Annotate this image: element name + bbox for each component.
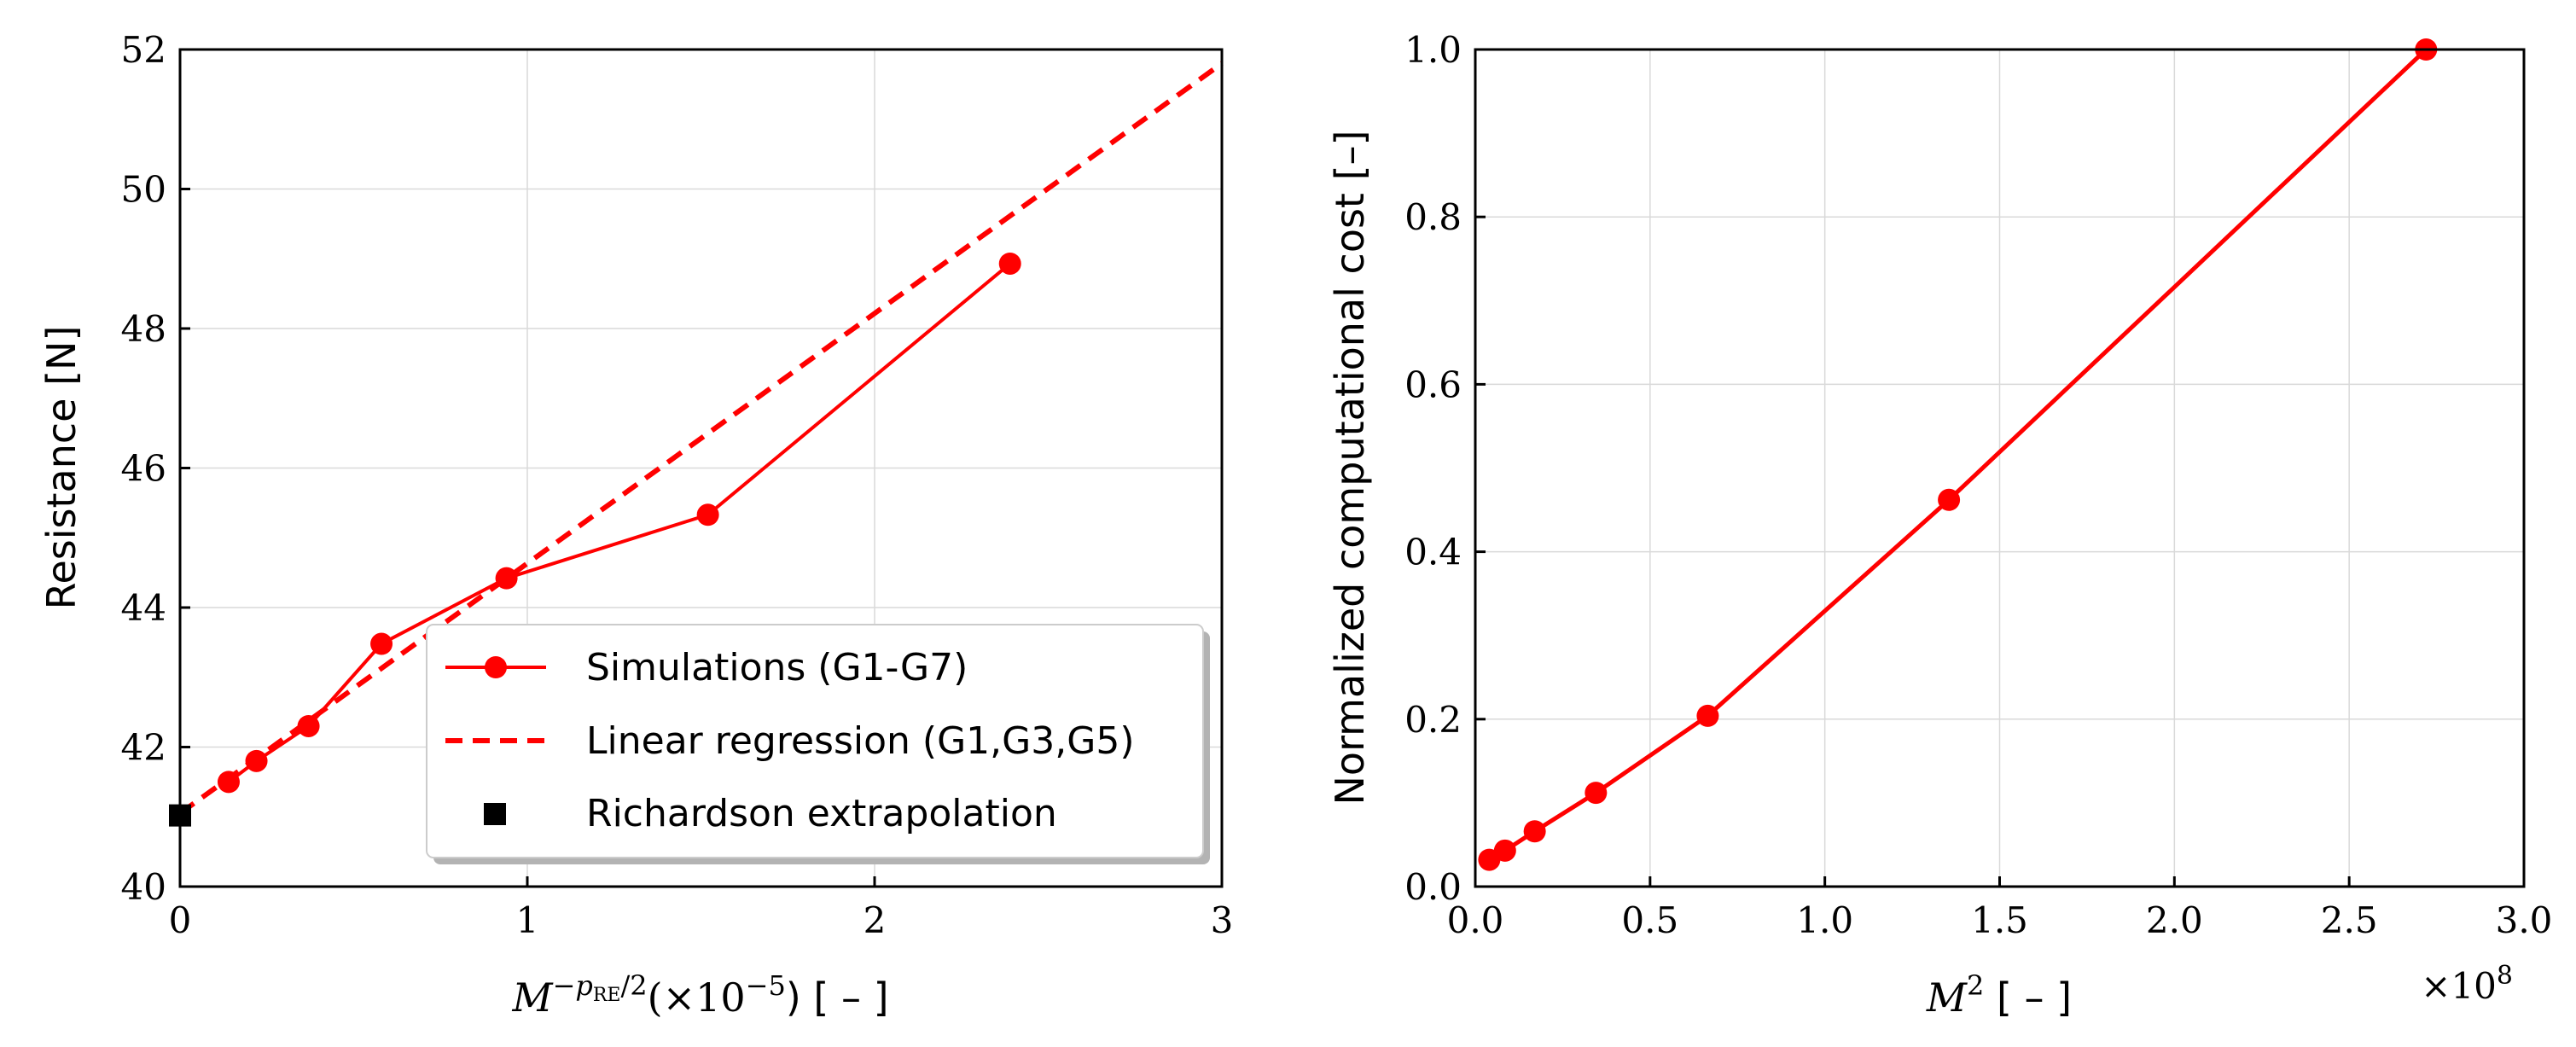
legend-regression-label: Linear regression (G1,G3,G5): [586, 719, 1135, 763]
right-y-tick-label: 0.6: [1404, 364, 1462, 405]
left-plot-area: [169, 61, 1224, 827]
legend-box: [426, 624, 1204, 858]
right-y-tick-label: 0.2: [1404, 699, 1462, 741]
left-x-tick-label: 2: [864, 899, 887, 941]
simulation-point: [297, 714, 320, 737]
left-xlabel-sup-sub: RE: [593, 985, 621, 1006]
right-x-tick-label: 2.0: [2146, 899, 2203, 941]
right-chart: 0.0 0.5 1.0 1.5 2.0 2.5 3.0 0.0 0.2 0.4 0.6 0.8 1.0…: [1327, 29, 2552, 1021]
left-xlabel-tail-sup: −5: [746, 969, 786, 1002]
legend-richardson-marker: [484, 803, 506, 825]
left-y-tick-label: 46: [121, 448, 166, 490]
right-x-tick-label: 3.0: [2496, 899, 2553, 941]
right-plot-area: [1478, 38, 2438, 871]
left-x-tick-label: 1: [516, 899, 539, 941]
legend-simulations-marker: [485, 656, 507, 678]
legend-richardson-label: Richardson extrapolation: [586, 792, 1057, 835]
left-x-ticks: 0 1 2 3: [169, 876, 1234, 941]
right-xlabel-base: M: [1926, 974, 1968, 1021]
left-y-tick-label: 42: [121, 727, 166, 769]
left-xlabel-base: M: [511, 974, 554, 1021]
cost-point: [1696, 704, 1719, 727]
right-x-tick-label: 1.0: [1796, 899, 1853, 941]
right-y-tick-label: 0.4: [1404, 532, 1462, 573]
right-y-tick-label: 1.0: [1404, 29, 1462, 71]
left-x-axis-label: M−pRE/2(×10−5) [ – ]: [511, 969, 888, 1021]
simulation-point: [696, 503, 719, 526]
simulation-point: [245, 749, 268, 772]
cost-points: [1478, 38, 2438, 871]
left-y-ticks: 40 42 44 46 48 50 52: [121, 29, 190, 908]
right-y-tick-label: 0.8: [1404, 196, 1462, 238]
left-y-axis-label: Resistance [N]: [38, 326, 84, 610]
right-xlabel-units: [ – ]: [1984, 974, 2072, 1021]
right-xlabel-sup: 2: [1967, 969, 1984, 1002]
right-x-tick-label: 1.5: [1971, 899, 2028, 941]
right-multiplier-exp: 8: [2497, 961, 2513, 991]
cost-line: [1488, 48, 2428, 862]
cost-point: [1585, 782, 1608, 805]
simulation-point: [370, 632, 393, 655]
left-xlabel-sup-suffix: /2: [620, 969, 647, 1002]
simulation-point: [998, 252, 1021, 275]
right-multiplier-base: ×10: [2421, 965, 2497, 1007]
left-y-tick-label: 52: [121, 29, 166, 71]
right-y-axis-label: Normalized computational cost [–]: [1327, 131, 1373, 806]
left-x-tick-label: 0: [169, 899, 192, 941]
right-x-axis-label: M2 [ – ]: [1926, 969, 2072, 1021]
left-chart: 0 1 2 3 40 42 44 46 48 50 52 Resistance [N] M−pRE…: [38, 29, 1233, 1021]
left-y-tick-label: 44: [121, 587, 166, 629]
left-xlabel-tail: (×10: [648, 974, 746, 1021]
cost-point: [1938, 488, 1961, 511]
simulation-point: [217, 771, 240, 794]
right-x-offset-multiplier: ×108: [2421, 961, 2513, 1008]
simulations-points: [217, 252, 1021, 794]
left-xlabel-sup-prefix: −p: [553, 969, 593, 1002]
left-xlabel-units: ) [ – ]: [786, 974, 889, 1021]
cost-point: [1493, 839, 1516, 862]
legend: Simulations (G1-G7) Linear regression (G…: [426, 624, 1210, 864]
left-x-tick-label: 3: [1211, 899, 1234, 941]
simulation-point: [495, 567, 518, 590]
right-x-tick-label: 2.5: [2321, 899, 2378, 941]
right-x-tick-label: 0.0: [1447, 899, 1504, 941]
right-x-ticks: 0.0 0.5 1.0 1.5 2.0 2.5 3.0: [1447, 876, 2553, 941]
left-y-tick-label: 40: [121, 866, 166, 908]
legend-simulations-label: Simulations (G1-G7): [586, 646, 968, 689]
left-y-tick-label: 50: [121, 169, 166, 211]
right-gridlines: [1474, 49, 2525, 887]
linear-regression-line: [178, 61, 1224, 816]
right-x-tick-label: 0.5: [1621, 899, 1678, 941]
right-y-ticks: 0.0 0.2 0.4 0.6 0.8 1.0: [1404, 29, 1486, 908]
cost-point: [1523, 820, 1546, 843]
left-y-tick-label: 48: [121, 308, 166, 350]
right-y-tick-label: 0.0: [1404, 866, 1462, 908]
